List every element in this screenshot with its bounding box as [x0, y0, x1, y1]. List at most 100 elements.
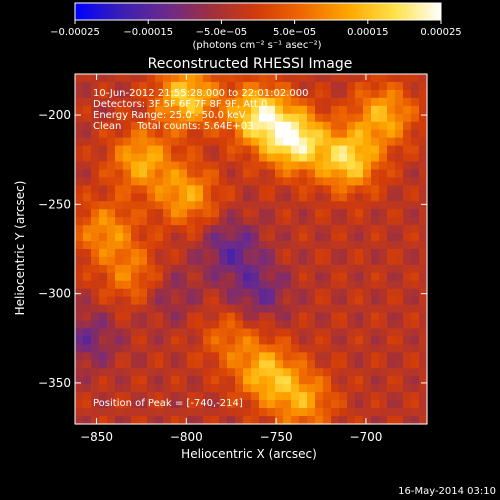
heatmap-cell: [267, 97, 276, 107]
heatmap-cell: [91, 368, 100, 377]
heatmap-cell: [195, 352, 204, 361]
heatmap-cell: [387, 280, 396, 290]
heatmap-cell: [403, 81, 412, 91]
heatmap-cell: [163, 137, 172, 147]
heatmap-cell: [219, 344, 228, 354]
heatmap-cell: [155, 272, 164, 282]
heatmap-cell: [307, 121, 316, 131]
heatmap-cell: [155, 344, 164, 354]
heatmap-cell: [251, 145, 260, 155]
heatmap-cell: [219, 336, 228, 346]
heatmap-cell: [83, 320, 92, 330]
heatmap-cell: [315, 376, 324, 385]
heatmap-cell: [419, 352, 428, 361]
heatmap-cell: [251, 408, 260, 417]
heatmap-cell: [75, 336, 84, 346]
heatmap-cell: [91, 161, 100, 171]
heatmap-cell: [243, 288, 252, 298]
heatmap-cell: [411, 408, 420, 417]
heatmap-cell: [139, 74, 148, 83]
heatmap-cell: [123, 217, 132, 226]
heatmap-cell: [83, 185, 92, 194]
heatmap-cell: [411, 89, 420, 99]
heatmap-cell: [195, 320, 204, 330]
heatmap-cell: [83, 129, 92, 139]
heatmap-cell: [115, 384, 124, 393]
heatmap-cell: [243, 233, 252, 242]
heatmap-cell: [99, 416, 108, 425]
heatmap-cell: [387, 304, 396, 314]
heatmap-cell: [187, 384, 196, 393]
heatmap-cell: [179, 209, 188, 218]
heatmap-cell: [107, 201, 116, 210]
heatmap-cell: [411, 209, 420, 218]
heatmap-cell: [123, 129, 132, 139]
heatmap-cell: [139, 312, 148, 322]
heatmap-cell: [163, 360, 172, 369]
heatmap-cell: [307, 392, 316, 401]
heatmap-cell: [123, 392, 132, 401]
heatmap-cell: [203, 408, 212, 417]
heatmap-cell: [267, 384, 276, 393]
heatmap-cell: [243, 392, 252, 401]
heatmap-cell: [83, 392, 92, 401]
heatmap-cell: [171, 89, 180, 99]
heatmap-cell: [163, 105, 172, 115]
heatmap-cell: [139, 296, 148, 306]
heatmap-cell: [163, 153, 172, 163]
heatmap-cell: [195, 121, 204, 131]
heatmap-cell: [219, 368, 228, 377]
heatmap-cell: [419, 288, 428, 298]
heatmap-cell: [395, 264, 404, 274]
heatmap-cell: [291, 209, 300, 218]
heatmap-cell: [251, 169, 260, 179]
heatmap-cell: [331, 376, 340, 385]
heatmap-cell: [387, 416, 396, 425]
heatmap-cell: [387, 169, 396, 179]
heatmap-cell: [363, 113, 372, 123]
heatmap-cell: [363, 328, 372, 338]
heatmap-cell: [307, 328, 316, 338]
heatmap-cell: [291, 137, 300, 147]
heatmap-cell: [115, 233, 124, 242]
heatmap-cell: [243, 400, 252, 409]
heatmap-cell: [107, 368, 116, 377]
heatmap-cell: [355, 320, 364, 330]
heatmap-cell: [291, 400, 300, 409]
heatmap-cell: [235, 113, 244, 123]
heatmap-cell: [355, 256, 364, 266]
heatmap-cell: [195, 336, 204, 346]
heatmap-cell: [379, 296, 388, 306]
heatmap-cell: [75, 209, 84, 218]
heatmap-cell: [83, 400, 92, 409]
heatmap-cell: [235, 153, 244, 163]
heatmap-cell: [115, 392, 124, 401]
heatmap-cell: [227, 129, 236, 139]
heatmap-cell: [307, 153, 316, 163]
heatmap-cell: [203, 336, 212, 346]
heatmap-cell: [91, 201, 100, 210]
heatmap-cell: [291, 368, 300, 377]
heatmap-cell: [251, 249, 260, 258]
heatmap-cell: [379, 177, 388, 186]
heatmap-cell: [179, 193, 188, 202]
heatmap-cell: [107, 153, 116, 163]
heatmap-cell: [107, 360, 116, 369]
heatmap-cell: [187, 233, 196, 242]
heatmap-cell: [347, 153, 356, 163]
heatmap-cell: [195, 416, 204, 425]
heatmap-cell: [347, 129, 356, 139]
heatmap-cell: [275, 209, 284, 218]
heatmap-cell: [315, 241, 324, 250]
heatmap-cell: [315, 392, 324, 401]
heatmap-cell: [147, 336, 156, 346]
heatmap-cell: [203, 137, 212, 147]
heatmap-cell: [363, 312, 372, 322]
heatmap-cell: [315, 416, 324, 425]
heatmap-cell: [163, 304, 172, 314]
heatmap-cell: [275, 416, 284, 425]
heatmap-cell: [259, 81, 268, 91]
heatmap-cell: [179, 368, 188, 377]
heatmap-cell: [203, 392, 212, 401]
heatmap-cell: [339, 320, 348, 330]
